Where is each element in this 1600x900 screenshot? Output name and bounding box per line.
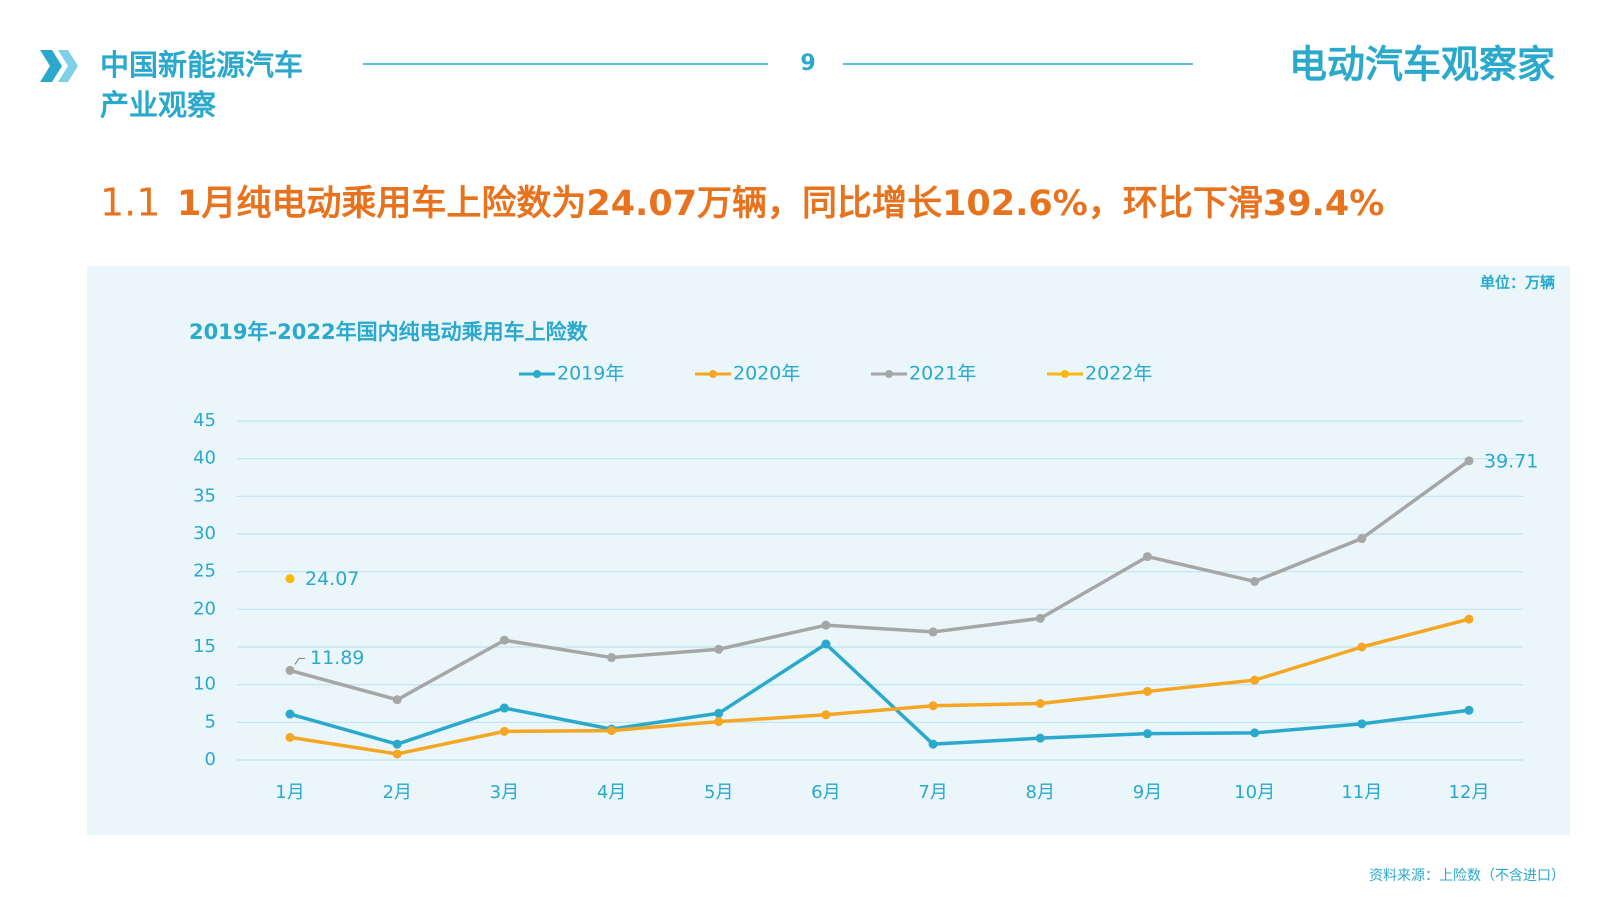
point <box>1035 613 1045 623</box>
series-line <box>289 459 1471 702</box>
point <box>285 732 295 742</box>
point <box>607 653 617 663</box>
y-tick-label: 5 <box>205 711 216 732</box>
y-tick-label: 0 <box>205 749 216 770</box>
point <box>1464 614 1474 624</box>
legend-label: 2019年 <box>557 363 624 385</box>
point <box>1464 456 1474 466</box>
y-tick-label: 25 <box>193 561 216 582</box>
point <box>1464 705 1474 715</box>
data-label: 39.71 <box>1484 450 1538 472</box>
point <box>1357 642 1367 652</box>
legend-marker <box>885 370 893 378</box>
point <box>1142 729 1152 739</box>
section-number: 1.1 <box>100 181 160 225</box>
point <box>1250 728 1260 738</box>
legend-label: 2022年 <box>1085 363 1152 385</box>
chart-title: 2019年-2022年国内纯电动乘用车上险数 <box>189 320 589 344</box>
point <box>1035 699 1045 708</box>
x-tick-label: 10月 <box>1234 782 1275 803</box>
point <box>285 574 295 584</box>
y-tick-label: 15 <box>193 636 216 657</box>
point <box>714 644 724 654</box>
point <box>499 635 509 645</box>
y-tick-label: 45 <box>193 410 216 431</box>
point <box>607 726 617 736</box>
x-tick-label: 5月 <box>704 782 733 803</box>
series-line <box>289 642 1470 746</box>
page-number: 9 <box>800 51 815 76</box>
point <box>1142 686 1152 696</box>
source-note: 资料来源：上险数（不含进口） <box>1369 868 1565 884</box>
x-tick-label: 4月 <box>597 782 626 803</box>
point <box>392 749 402 759</box>
point <box>499 703 509 713</box>
point <box>1357 534 1367 544</box>
header-title: 中国新能源汽车 <box>100 48 303 82</box>
y-tick-label: 40 <box>193 448 216 469</box>
legend-label: 2021年 <box>909 363 976 385</box>
x-tick-label: 3月 <box>490 782 519 803</box>
point <box>928 627 938 637</box>
x-tick-label: 9月 <box>1133 782 1162 803</box>
legend-marker <box>709 370 717 378</box>
point <box>1250 675 1260 685</box>
chevron <box>58 50 78 82</box>
plot: 0 5 10 15 20 25 30 35 40 45 1月 2月 3月 4月 5月 6月 7月 8月 9月 10月 1… <box>193 363 1538 804</box>
point <box>714 717 724 727</box>
point <box>821 639 831 649</box>
chart-panel <box>87 266 1570 835</box>
chevron <box>40 50 62 82</box>
x-tick-label: 7月 <box>918 782 947 803</box>
x-tick-label: 8月 <box>1026 782 1055 803</box>
label-leader <box>294 657 305 665</box>
point <box>285 709 295 719</box>
x-tick-label: 1月 <box>275 782 304 803</box>
data-label: 11.89 <box>310 647 364 669</box>
point <box>1142 552 1152 562</box>
series-line <box>289 617 1470 756</box>
x-tick-label: 11月 <box>1341 782 1382 803</box>
point <box>1357 719 1367 729</box>
data-label: 24.07 <box>305 568 359 590</box>
point <box>821 710 831 720</box>
point <box>714 708 724 718</box>
brand: 电动汽车观察家 <box>1289 43 1555 87</box>
point <box>1035 733 1045 743</box>
x-tick-label: 6月 <box>811 782 840 803</box>
y-tick-label: 10 <box>193 674 216 695</box>
legend-marker <box>1061 370 1069 378</box>
y-tick-label: 20 <box>193 598 216 619</box>
point <box>285 665 295 675</box>
point <box>928 739 938 749</box>
y-tick-label: 30 <box>193 523 216 544</box>
legend-marker <box>533 370 541 378</box>
point <box>392 739 402 749</box>
point <box>499 726 509 736</box>
logo-chevrons <box>40 50 78 82</box>
headline: 1月纯电动乘用车上险数为24.07万辆，同比增长102.6%，环比下滑39.4% <box>177 184 1384 224</box>
point <box>1250 576 1260 586</box>
point <box>928 701 938 711</box>
x-tick-label: 2月 <box>382 782 411 803</box>
y-tick-label: 35 <box>193 485 216 506</box>
legend-label: 2020年 <box>733 363 800 385</box>
header-title: 产业观察 <box>100 88 217 122</box>
point <box>821 620 831 630</box>
unit-label: 单位：万辆 <box>1480 274 1555 292</box>
point <box>392 695 402 705</box>
x-tick-label: 12月 <box>1449 782 1490 803</box>
